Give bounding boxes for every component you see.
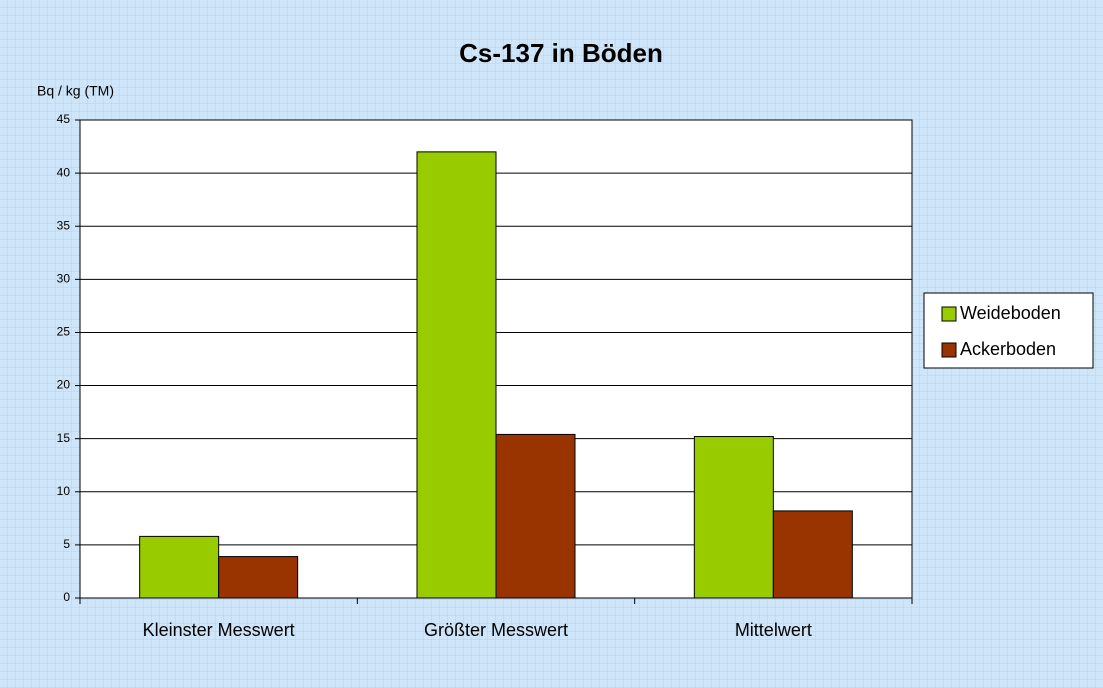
y-tick-label: 45 [57, 112, 71, 126]
y-tick-label: 30 [57, 272, 71, 286]
y-tick-label: 35 [57, 218, 71, 232]
x-tick-label: Mittelwert [735, 620, 812, 640]
y-tick-label: 0 [63, 590, 70, 604]
y-tick-label: 5 [63, 537, 70, 551]
y-tick-label: 10 [57, 484, 71, 498]
x-tick-label: Größter Messwert [424, 620, 568, 640]
bar [693, 436, 774, 599]
bar [139, 535, 220, 599]
bar [218, 556, 299, 599]
x-tick-label: Kleinster Messwert [143, 620, 295, 640]
legend-swatch [941, 342, 957, 358]
y-tick-label: 20 [57, 378, 71, 392]
y-tick-label: 15 [57, 431, 71, 445]
legend-label: Weideboden [960, 303, 1061, 323]
chart-title: Cs-137 in Böden [459, 38, 663, 68]
y-tick-label: 40 [57, 165, 71, 179]
legend-swatch [941, 306, 957, 322]
legend-label: Ackerboden [960, 339, 1056, 359]
y-tick-label: 25 [57, 325, 71, 339]
bar [495, 433, 576, 599]
bar [416, 151, 497, 599]
y-axis-label: Bq / kg (TM) [37, 83, 114, 99]
bar [772, 510, 853, 599]
